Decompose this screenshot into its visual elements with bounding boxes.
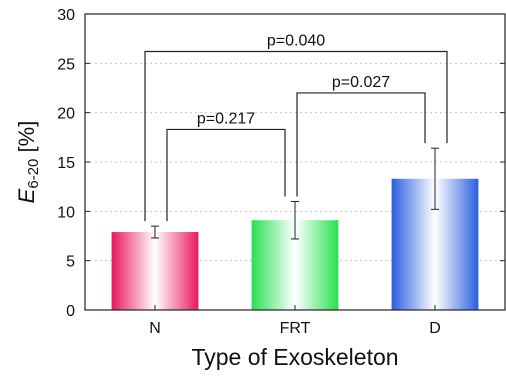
bars [111,178,479,310]
p-value-label: p=0.040 [267,32,325,49]
bar-n [111,232,199,310]
y-axis-label: E6-20 [%] [14,121,42,204]
y-tick-label: 30 [57,7,75,24]
p-value-label: p=0.027 [332,74,390,91]
y-tick-label: 5 [66,254,75,271]
y-axis-label-sub: 6-20 [25,159,42,189]
error-bar-frt [291,200,299,240]
comparison-bracket: p=0.027 [296,74,426,197]
p-value-label: p=0.217 [197,110,255,127]
y-axis-label-unit: [%] [14,121,39,159]
x-axis-ticks: N FRT D [149,305,441,337]
comparison-bracket: p=0.217 [166,110,286,222]
x-tick-label: D [429,320,441,337]
y-tick-label: 20 [57,106,75,123]
error-bar-n [151,225,159,239]
y-tick-label: 25 [57,56,75,73]
y-axis-ticks: 0 5 10 15 20 25 30 [57,7,505,320]
y-axis-label-main: E [14,188,39,203]
y-tick-label: 10 [57,204,75,221]
x-tick-label: N [149,320,161,337]
error-bar-d [431,147,439,210]
error-bars [151,147,439,240]
comparison-bracket: p=0.040 [144,32,448,222]
y-tick-label: 15 [57,155,75,172]
x-axis-label: Type of Exoskeleton [191,344,398,370]
y-tick-label: 0 [66,303,75,320]
significance-brackets: p=0.217 p=0.027 p=0.040 [144,32,448,222]
x-tick-label: FRT [280,320,311,337]
